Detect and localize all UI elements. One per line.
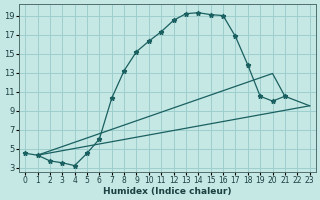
X-axis label: Humidex (Indice chaleur): Humidex (Indice chaleur) <box>103 187 232 196</box>
